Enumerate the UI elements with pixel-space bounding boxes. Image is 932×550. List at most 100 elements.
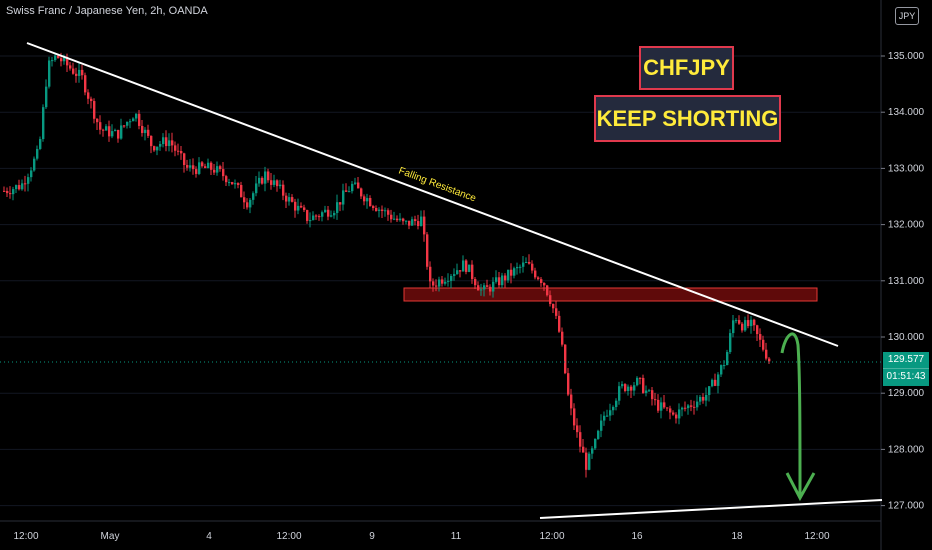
candle-body <box>444 281 447 284</box>
candle-body <box>603 415 606 421</box>
candle-body <box>48 60 51 87</box>
candle-body <box>549 295 552 304</box>
candle-body <box>723 365 726 367</box>
candle-body <box>357 182 360 189</box>
candle-body <box>297 205 300 211</box>
candle-body <box>420 216 423 227</box>
time-tick-label: 4 <box>206 531 212 542</box>
candle-body <box>195 169 198 174</box>
currency-badge[interactable]: JPY <box>895 7 919 25</box>
candle-body <box>672 412 675 415</box>
candle-body <box>507 269 510 281</box>
candle-body <box>60 58 63 62</box>
candle-body <box>456 270 459 275</box>
candle-body <box>168 140 171 147</box>
candle-body <box>582 446 585 453</box>
candle-body <box>486 285 489 287</box>
candle-body <box>615 400 618 408</box>
candle-body <box>453 274 456 276</box>
candle-body <box>480 289 483 291</box>
candle-body <box>231 182 234 185</box>
candle-body <box>63 57 66 62</box>
candle-body <box>15 185 18 190</box>
price-grid <box>0 55 881 507</box>
candle-body <box>705 394 708 401</box>
candle-body <box>765 349 768 359</box>
candle-body <box>375 208 378 211</box>
candle-body <box>756 325 759 335</box>
candle-body <box>423 216 426 235</box>
candle-body <box>21 183 24 190</box>
candle-body <box>522 262 525 267</box>
time-tick-label: 18 <box>731 531 743 542</box>
candles <box>3 52 771 478</box>
candle-body <box>555 308 558 316</box>
price-tick-label: 131.000 <box>888 276 925 287</box>
candle-body <box>210 162 213 170</box>
candle-body <box>72 68 75 74</box>
candle-body <box>186 165 189 168</box>
candle-body <box>762 339 765 350</box>
candle-body <box>99 122 102 130</box>
candle-body <box>51 60 54 62</box>
candle-body <box>729 333 732 353</box>
candle-body <box>135 113 138 119</box>
candle-body <box>312 215 315 221</box>
candle-body <box>471 264 474 280</box>
candle-body <box>180 151 183 154</box>
candle-body <box>474 279 477 286</box>
chart-title: Swiss Franc / Japanese Yen, 2h, OANDA <box>6 5 208 17</box>
candle-body <box>225 176 228 183</box>
candle-body <box>564 344 567 374</box>
price-tick-label: 128.000 <box>888 444 925 455</box>
candle-body <box>711 379 714 387</box>
candle-body <box>363 196 366 202</box>
candle-body <box>720 365 723 375</box>
candle-body <box>657 399 660 411</box>
candle-body <box>738 320 741 324</box>
candle-body <box>534 270 537 278</box>
candle-body <box>552 303 555 309</box>
candle-body <box>69 65 72 69</box>
candle-body <box>42 107 45 140</box>
candle-body <box>477 285 480 291</box>
candle-body <box>402 218 405 222</box>
candle-body <box>387 210 390 215</box>
falling-resistance-line <box>26 42 839 347</box>
candle-body <box>114 129 117 132</box>
candle-body <box>93 101 96 119</box>
candle-body <box>243 197 246 203</box>
candle-body <box>405 220 408 222</box>
candle-body <box>669 408 672 413</box>
candle-body <box>219 166 222 170</box>
candle-body <box>123 125 126 127</box>
price-tick-label: 127.000 <box>888 501 925 512</box>
candle-body <box>354 182 357 184</box>
candle-body <box>174 145 177 151</box>
candle-body <box>246 202 249 208</box>
candle-body <box>336 202 339 213</box>
candle-body <box>483 285 486 290</box>
candle-body <box>303 207 306 211</box>
support-line <box>539 499 883 519</box>
candle-body <box>600 420 603 431</box>
candle-body <box>663 402 666 408</box>
candle-body <box>162 137 165 145</box>
candle-body <box>177 150 180 152</box>
candle-body <box>585 452 588 470</box>
candle-body <box>648 390 651 392</box>
candle-body <box>543 282 546 286</box>
candle-body <box>759 334 762 340</box>
candle-body <box>261 177 264 184</box>
candle-body <box>435 285 438 287</box>
candle-body <box>333 212 336 216</box>
candle-body <box>678 409 681 419</box>
candle-body <box>66 57 69 66</box>
candle-body <box>525 262 528 264</box>
candle-body <box>117 129 120 139</box>
last-price-value: 129.577 <box>883 352 929 369</box>
candle-body <box>651 390 654 400</box>
candle-body <box>144 129 147 134</box>
candle-body <box>450 275 453 281</box>
